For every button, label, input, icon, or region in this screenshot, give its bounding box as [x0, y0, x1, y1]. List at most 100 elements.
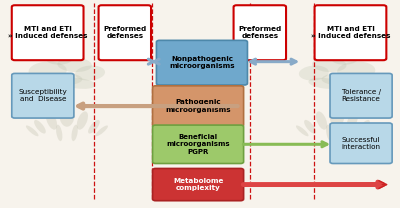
Ellipse shape	[316, 111, 327, 130]
Bar	[267, 182, 270, 187]
Bar	[310, 182, 314, 187]
Ellipse shape	[56, 125, 62, 141]
Ellipse shape	[326, 125, 332, 141]
Ellipse shape	[342, 125, 348, 141]
Bar	[380, 182, 384, 187]
Bar	[313, 182, 317, 187]
Bar	[249, 182, 252, 187]
Bar	[296, 182, 299, 187]
Bar	[258, 182, 261, 187]
Bar	[252, 182, 256, 187]
FancyBboxPatch shape	[98, 5, 151, 60]
Bar	[290, 182, 293, 187]
Ellipse shape	[59, 102, 75, 127]
Bar	[374, 182, 378, 187]
Bar	[322, 182, 325, 187]
FancyBboxPatch shape	[314, 5, 386, 60]
Bar	[334, 182, 337, 187]
Bar	[369, 182, 372, 187]
Bar	[325, 182, 328, 187]
Bar	[316, 182, 320, 187]
Text: Preformed
defenses: Preformed defenses	[238, 26, 282, 40]
Bar	[299, 182, 302, 187]
Bar	[261, 182, 264, 187]
Bar	[293, 182, 296, 187]
Ellipse shape	[44, 73, 82, 85]
Ellipse shape	[296, 125, 308, 136]
Ellipse shape	[26, 125, 38, 136]
Bar	[372, 182, 375, 187]
Bar	[354, 182, 358, 187]
Ellipse shape	[75, 66, 105, 80]
Bar	[340, 182, 343, 187]
Ellipse shape	[95, 125, 108, 136]
Bar	[366, 182, 369, 187]
Ellipse shape	[322, 73, 360, 85]
Bar	[287, 182, 290, 187]
Ellipse shape	[337, 62, 375, 80]
Text: Susceptibility
and  Disease: Susceptibility and Disease	[18, 89, 67, 103]
Bar	[345, 182, 349, 187]
Bar	[328, 182, 331, 187]
Bar	[302, 182, 305, 187]
Bar	[360, 182, 363, 187]
FancyBboxPatch shape	[330, 73, 392, 118]
Ellipse shape	[77, 111, 88, 130]
Bar	[276, 182, 279, 187]
FancyBboxPatch shape	[330, 123, 392, 163]
Bar	[331, 182, 334, 187]
Bar	[337, 182, 340, 187]
FancyBboxPatch shape	[152, 168, 244, 201]
Bar	[305, 182, 308, 187]
Bar	[264, 182, 267, 187]
Text: MTI and ETI
» Induced defenses: MTI and ETI » Induced defenses	[8, 26, 87, 40]
FancyBboxPatch shape	[12, 5, 84, 60]
Text: MTI and ETI
» Induced defenses: MTI and ETI » Induced defenses	[311, 26, 390, 40]
Ellipse shape	[57, 57, 92, 72]
Bar	[281, 182, 285, 187]
Ellipse shape	[299, 66, 329, 80]
Ellipse shape	[358, 120, 370, 134]
Ellipse shape	[34, 120, 46, 134]
Ellipse shape	[365, 125, 378, 136]
Ellipse shape	[88, 120, 100, 134]
Text: Preformed
defenses: Preformed defenses	[103, 26, 146, 40]
Text: Beneficial
microorganisms
PGPR: Beneficial microorganisms PGPR	[166, 134, 230, 155]
Ellipse shape	[46, 111, 57, 130]
Bar	[270, 182, 273, 187]
Ellipse shape	[312, 57, 346, 72]
Bar	[284, 182, 288, 187]
FancyBboxPatch shape	[234, 5, 286, 60]
FancyBboxPatch shape	[12, 73, 74, 118]
Text: Nonpathogenic
microorganisms: Nonpathogenic microorganisms	[169, 56, 235, 69]
Bar	[244, 182, 247, 187]
Bar	[363, 182, 366, 187]
Bar	[308, 182, 311, 187]
Bar	[246, 182, 250, 187]
Bar	[255, 182, 258, 187]
Ellipse shape	[329, 102, 345, 127]
Ellipse shape	[72, 125, 78, 141]
Text: Pathogenic
microorganisms: Pathogenic microorganisms	[165, 99, 231, 113]
FancyBboxPatch shape	[152, 86, 244, 126]
Bar	[342, 182, 346, 187]
Bar	[357, 182, 360, 187]
FancyBboxPatch shape	[156, 40, 248, 85]
Ellipse shape	[304, 120, 316, 134]
Bar	[351, 182, 354, 187]
Bar	[278, 182, 282, 187]
Text: Successful
interaction: Successful interaction	[342, 136, 380, 150]
Bar	[272, 182, 276, 187]
Bar	[319, 182, 322, 187]
Ellipse shape	[62, 78, 96, 89]
Ellipse shape	[347, 111, 358, 130]
Ellipse shape	[46, 52, 73, 65]
Ellipse shape	[28, 62, 67, 80]
Ellipse shape	[308, 78, 342, 89]
Bar	[348, 182, 352, 187]
Ellipse shape	[331, 52, 358, 65]
Bar	[378, 182, 381, 187]
Bar	[240, 182, 244, 187]
FancyBboxPatch shape	[152, 125, 244, 163]
Text: Metabolome
complexity: Metabolome complexity	[173, 178, 223, 191]
